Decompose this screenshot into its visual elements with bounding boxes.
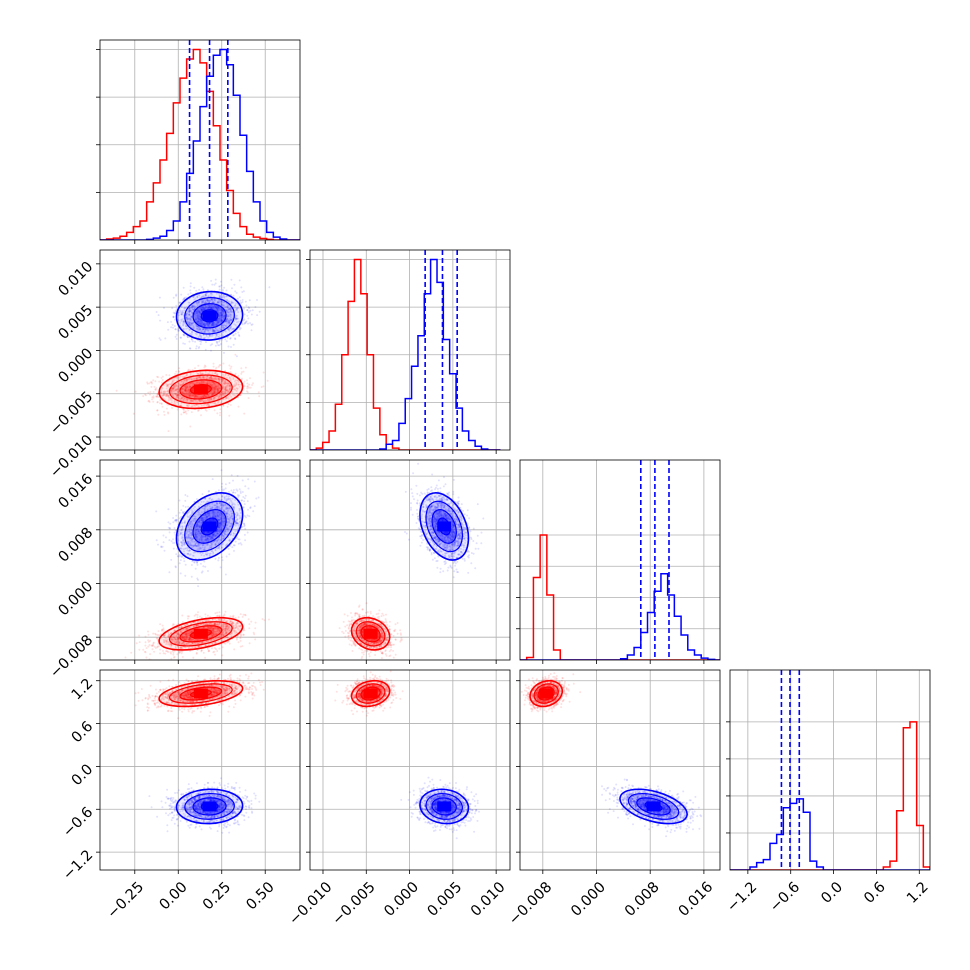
axes-frame: [309, 249, 511, 451]
x-tick-label: −0.008: [506, 879, 555, 928]
y-tick-label: 1.2: [69, 676, 97, 704]
axes-frame: [99, 249, 301, 451]
histogram-panel-2: [516, 459, 721, 664]
y-tick-label: −1.2: [60, 847, 96, 883]
y-tick-label: −0.010: [47, 432, 96, 481]
y-tick-label: −0.6: [60, 804, 96, 840]
density-peak-red: [363, 688, 378, 699]
y-tick-label: 0.008: [56, 525, 97, 566]
histogram-panel-0: [96, 39, 301, 244]
axes-frame: [99, 669, 301, 871]
y-tick-label: 0.000: [56, 345, 97, 386]
density-peak-blue: [646, 801, 661, 812]
histogram-panel-1: [306, 249, 511, 454]
x-tick-label: −1.2: [724, 879, 760, 915]
histogram-red: [310, 258, 501, 450]
x-tick-label: 0.25: [200, 879, 234, 913]
x-tick-label: 0.005: [425, 879, 466, 920]
y-tick-label: 0.0: [69, 761, 97, 789]
x-tick-label: 0.00: [157, 879, 191, 913]
scatter-panel-3-2: −0.008 0.000 0.008 0.016: [506, 669, 721, 928]
histogram-blue: [730, 798, 930, 870]
x-tick-label: 0.50: [244, 879, 278, 913]
y-tick-label: −0.005: [47, 389, 96, 438]
axes-frame: [309, 459, 511, 661]
scatter-points-blue: [601, 778, 703, 838]
x-tick-label: 0.008: [622, 879, 663, 920]
x-tick-label: −0.6: [767, 879, 803, 915]
x-tick-label: 0.016: [676, 879, 717, 920]
scatter-panel-3-0: −1.2 −0.6 0.0 0.6 1.2 −0.25 0.00 0.25 0.50: [60, 669, 301, 922]
x-tick-label: 0.0: [818, 879, 846, 907]
axes-frame: [309, 669, 511, 871]
scatter-panel-3-1: −0.010−0.005 0.000 0.005 0.010: [286, 669, 511, 928]
y-tick-label: 0.010: [56, 259, 97, 300]
y-tick-label: 0.005: [56, 302, 97, 343]
x-tick-label: 0.010: [468, 879, 509, 920]
density-peak-red: [193, 628, 208, 639]
histogram-blue: [310, 258, 501, 450]
axes-frame: [729, 669, 931, 871]
x-tick-label: 0.000: [568, 879, 609, 920]
scatter-panel-2-1: [306, 459, 511, 664]
x-tick-label: −0.25: [105, 879, 148, 922]
density-peak-blue: [202, 801, 217, 812]
x-tick-label: 0.6: [861, 879, 889, 907]
axes-frame: [99, 459, 301, 661]
x-tick-label: 1.2: [904, 879, 932, 907]
density-peak-blue: [437, 521, 452, 532]
axes-frame: [519, 669, 721, 871]
y-tick-label: 0.000: [56, 579, 97, 620]
y-tick-label: −0.008: [47, 632, 96, 681]
density-peak-blue: [202, 521, 217, 532]
histogram-red: [520, 534, 720, 660]
density-peak-red: [193, 688, 208, 699]
histogram-panel-3: −1.2 −0.6 0.0 0.6 1.2: [724, 669, 932, 915]
axes-frame: [99, 39, 301, 241]
density-peak-red: [363, 628, 378, 639]
density-peak-red: [193, 384, 208, 395]
density-peak-blue: [437, 801, 452, 812]
x-tick-label: −0.005: [329, 879, 378, 928]
histogram-red: [100, 48, 300, 240]
histogram-blue: [520, 573, 720, 660]
axes-frame: [519, 459, 721, 661]
density-peak-blue: [202, 310, 217, 321]
x-tick-label: −0.010: [286, 879, 335, 928]
histogram-blue: [100, 48, 300, 240]
y-tick-label: 0.6: [69, 719, 97, 747]
histogram-red: [730, 721, 930, 870]
x-tick-label: 0.000: [381, 879, 422, 920]
density-peak-red: [539, 688, 554, 699]
